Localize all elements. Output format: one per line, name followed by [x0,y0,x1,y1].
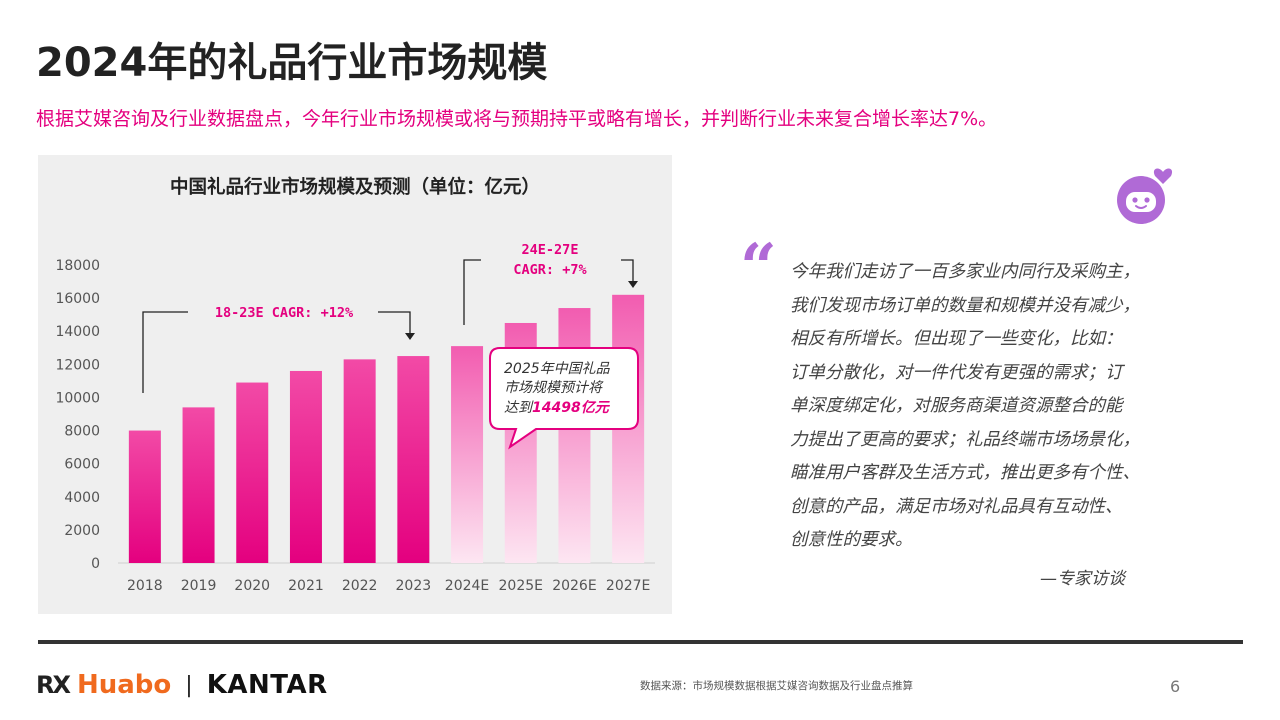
forecast-callout: 2025年中国礼品 市场规模预计将 达到14498亿元 [489,347,639,450]
x-tick-label: 2021 [288,578,324,594]
cagr-label-2-line1: 24E-27E [522,242,579,258]
bar-2018 [128,430,161,563]
x-tick-label: 2023 [396,578,432,594]
bar-2020 [236,382,269,563]
kantar-logo: KANTAR [206,670,328,700]
cagr-label-1: 18-23E CAGR: +12% [215,305,354,321]
quote-line: 创意性的要求。 [790,530,913,550]
chart-title: 中国礼品行业市场规模及预测（单位：亿元） [170,176,540,198]
bar-2026E [558,308,591,563]
rx-logo: RX [36,671,71,699]
bars-group [128,294,645,563]
x-tick-label: 2018 [127,578,163,594]
page-number: 6 [1170,677,1181,696]
quote-line: 我们发现市场订单的数量和规模并没有减少， [790,295,1140,316]
callout-line-1: 2025年中国礼品 [504,361,611,377]
callout-line-3: 达到14498亿元 [504,399,611,416]
callout-line-2: 市场规模预计将 [504,380,604,396]
cagr-label-2-line2: CAGR: +7% [513,262,587,278]
cagr-annotation-2018-2023: 18-23E CAGR: +12% [142,305,415,393]
x-tick-label: 2019 [181,578,217,594]
y-tick-label: 6000 [64,457,100,473]
chat-mascot-icon [1117,168,1173,224]
huabo-logo: Huabo [76,670,172,700]
data-source-note: 数据来源：市场规模数据根据艾媒咨询数据及行业盘点推算 [640,680,913,692]
quote-line: 今年我们走访了一百多家业内同行及采购主， [790,262,1140,282]
quote-line: 力提出了更高的要求；礼品终端市场场景化， [790,429,1140,450]
quote-line: 创意的产品，满足市场对礼品具有互动性、 [790,496,1123,517]
x-tick-label: 2025E [499,578,543,594]
cagr-annotation-2024-2027: 24E-27E CAGR: +7% [463,242,638,325]
x-tick-label: 2020 [234,578,270,594]
quote-line: 单深度绑定化，对服务商渠道资源整合的能 [790,396,1123,416]
x-axis: 2018 2019 2020 2021 2022 2023 2024E 2025E 2026E 2… [127,578,650,594]
y-tick-label: 12000 [55,357,100,373]
y-tick-label: 16000 [55,291,100,307]
footer-divider [38,640,1243,644]
bar-2022 [343,359,376,563]
y-tick-label: 10000 [55,390,100,406]
y-tick-label: 14000 [55,324,100,340]
y-tick-label: 8000 [64,424,100,440]
quote-author: —专家访谈 [1040,569,1125,589]
callout-line-3-prefix: 达到 [504,400,534,416]
bar-2019 [182,407,215,563]
chart-panel: 中国礼品行业市场规模及预测（单位：亿元） 0 2000 4000 6000 8000 10… [38,155,672,614]
x-tick-label: 2022 [342,578,378,594]
page-title: 2024年的礼品行业市场规模 [36,40,548,86]
bar-2023 [397,356,430,563]
quote-line: 瞄准用户客群及生活方式，推出更多有个性、 [790,463,1140,483]
y-tick-label: 4000 [64,490,100,506]
y-tick-label: 2000 [64,523,100,539]
page-subtitle: 根据艾媒咨询及行业数据盘点，今年行业市场规模或将与预期持平或略有增长，并判断行业… [36,108,998,130]
quote-line: 订单分散化，对一件代发有更强的需求；订 [790,362,1123,383]
bar-2024E [451,346,484,563]
bar-2021 [289,370,322,563]
y-tick-label: 18000 [55,258,100,274]
expert-quote: 今年我们走访了一百多家业内同行及采购主， 我们发现市场订单的数量和规模并没有减少… [790,256,1170,558]
y-axis: 0 2000 4000 6000 8000 10000 12000 14000 16000 180… [55,258,100,572]
logo-separator: | [185,672,193,698]
x-tick-label: 2026E [552,578,596,594]
x-tick-label: 2024E [445,578,489,594]
callout-value: 14498亿元 [532,399,611,416]
market-size-bar-chart: 中国礼品行业市场规模及预测（单位：亿元） 0 2000 4000 6000 8000 10… [55,176,655,594]
quote-mark-icon: “ [740,230,777,305]
quote-line: 相反有所增长。但出现了一些变化，比如： [790,329,1123,349]
y-tick-label: 0 [91,556,100,572]
footer-logos: RX Huabo | KANTAR [36,668,328,702]
x-tick-label: 2027E [606,578,650,594]
